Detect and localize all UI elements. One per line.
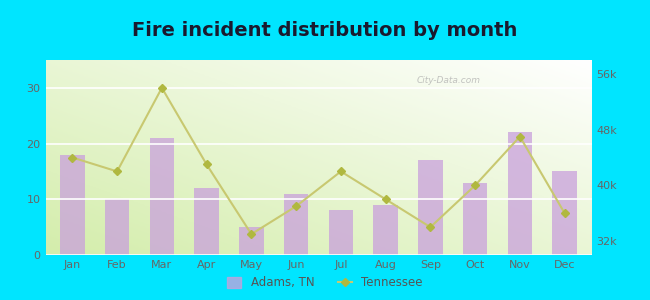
Bar (239, 227, 264, 255)
Bar (105, 199, 129, 255)
Bar (508, 132, 532, 255)
Text: City-Data.com: City-Data.com (417, 76, 481, 85)
Bar (150, 138, 174, 255)
Bar (373, 205, 398, 255)
Bar (328, 210, 353, 255)
Bar (60, 155, 84, 255)
Legend: Adams, TN, Tennessee: Adams, TN, Tennessee (222, 272, 428, 294)
Bar (284, 194, 309, 255)
Bar (552, 171, 577, 255)
Bar (418, 160, 443, 255)
Bar (194, 188, 219, 255)
Text: Fire incident distribution by month: Fire incident distribution by month (133, 21, 517, 40)
Bar (463, 183, 488, 255)
